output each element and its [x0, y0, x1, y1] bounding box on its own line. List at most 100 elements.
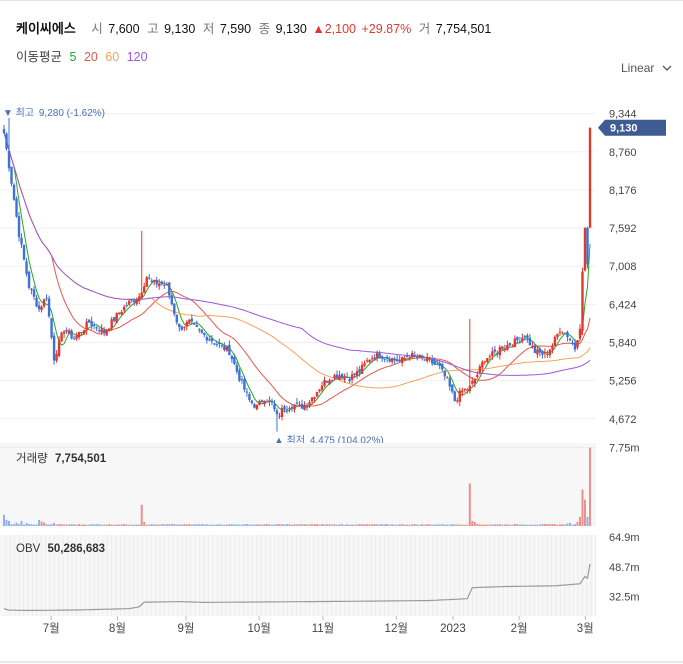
scale-toggle[interactable]: Linear: [621, 61, 673, 75]
open-value: 7,600: [108, 22, 140, 36]
candle-body: [318, 389, 321, 392]
time-axis-label: 2023: [440, 623, 466, 635]
volume-bar: [296, 524, 298, 526]
candle-body: [340, 373, 344, 379]
volume-bar: [448, 524, 451, 526]
candle-body: [278, 415, 281, 417]
volume-bar: [68, 524, 71, 526]
volume-bar: [298, 524, 301, 526]
candle-body: [488, 356, 492, 358]
volume-bar: [233, 524, 236, 526]
candle-body: [110, 319, 113, 329]
volume-bar: [318, 524, 321, 526]
candle-body: [42, 299, 46, 307]
top-border: [0, 0, 683, 1]
volume-bar: [135, 524, 138, 526]
volume-bar: [408, 524, 411, 526]
candle-body: [328, 380, 331, 385]
volume-bar: [353, 524, 356, 526]
ma-60: 60: [105, 50, 120, 64]
volume-bar: [313, 524, 316, 526]
volume-bar: [8, 520, 11, 526]
candle-body: [153, 279, 156, 282]
volume-bar: [568, 522, 571, 526]
volume-bar: [358, 523, 361, 526]
volume-bar: [348, 524, 351, 526]
candle-body: [390, 358, 394, 362]
volume-bar: [148, 524, 151, 526]
candle-body: [195, 325, 199, 328]
volume-bar: [285, 524, 288, 526]
volume-bar: [153, 524, 156, 526]
candle-body: [165, 283, 168, 285]
volume-bar: [498, 524, 501, 526]
candle-body: [47, 298, 51, 317]
candle-body: [446, 377, 449, 379]
candle-body: [243, 378, 246, 390]
volume-bar: [528, 524, 531, 526]
candle-body: [501, 346, 504, 350]
candle-body: [538, 348, 542, 353]
volume-bar: [486, 524, 489, 526]
volume-bar: [311, 524, 314, 526]
volume-bar: [306, 524, 309, 526]
candle-body: [451, 384, 454, 392]
volume-bar: [258, 524, 261, 526]
candle-body: [558, 331, 562, 333]
candle-body: [385, 356, 389, 359]
moving-average-legend[interactable]: 이동평균 5 20 60 120: [16, 46, 152, 65]
candle-body: [453, 391, 456, 402]
candle-body: [235, 364, 239, 372]
candle-body: [523, 336, 527, 338]
volume-bars: [3, 447, 591, 526]
volume-bar: [288, 524, 291, 526]
candle-body: [163, 284, 166, 286]
volume-bar: [268, 524, 271, 526]
volume-bar: [105, 524, 108, 526]
candle-body: [95, 327, 98, 329]
ma-5: 5: [69, 50, 77, 64]
candle-body: [180, 326, 184, 330]
volume-bar: [556, 524, 559, 526]
candle-body: [198, 329, 201, 331]
candle-body: [150, 280, 153, 283]
volume-bar: [351, 524, 354, 526]
candle-body: [353, 373, 356, 375]
candle-body: [230, 356, 234, 360]
candle-body: [528, 337, 532, 346]
price-axis: 9,344 8,760 8,176 7,592 7,008 6,424 5,840 5,256…: [609, 109, 637, 426]
ma-20-line: [3, 132, 591, 407]
candle-body: [168, 282, 171, 296]
volume-panel-label: 거래량: [16, 452, 48, 465]
price-axis-tick: 4,672: [609, 414, 637, 426]
volume-bar: [558, 524, 561, 526]
candle-body: [138, 296, 141, 302]
candle-body: [363, 363, 366, 366]
candle-body: [308, 402, 311, 406]
candle-body: [556, 333, 559, 338]
candle-body: [310, 397, 314, 402]
candle-body: [255, 405, 259, 410]
candle-body: [62, 331, 66, 334]
candle-body: [471, 381, 474, 384]
volume-bar: [205, 524, 208, 526]
ma-20: 20: [83, 50, 98, 64]
candle-body: [135, 299, 138, 304]
candle-body: [5, 133, 8, 149]
candle-body: [516, 336, 519, 341]
candle-body: [586, 227, 589, 265]
time-axis-label: 3월: [577, 622, 594, 635]
candle-body: [253, 404, 256, 408]
candle-body: [578, 328, 582, 339]
candle-body: [581, 271, 584, 331]
candle-body: [50, 318, 53, 338]
volume-bar: [85, 524, 88, 526]
volume-bar: [270, 524, 273, 526]
volume-bar: [5, 519, 8, 526]
candle-body: [205, 337, 209, 341]
candle-body: [223, 345, 226, 351]
price-axis-tick: 6,424: [609, 299, 637, 311]
candle-body: [112, 317, 116, 321]
volume-bar: [155, 524, 158, 526]
